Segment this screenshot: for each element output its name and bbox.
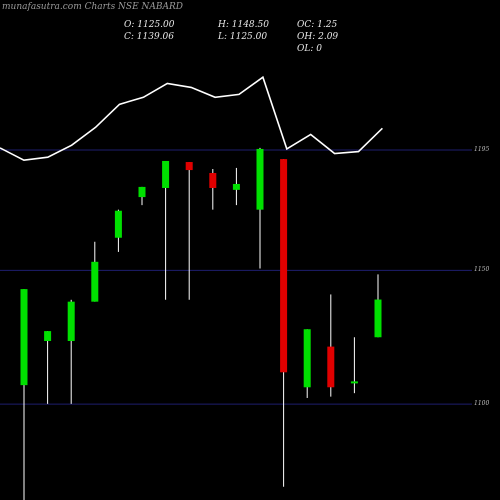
candle-body-14 xyxy=(327,346,335,388)
candle-body-6 xyxy=(138,186,146,198)
low-value: L: 1125.00 xyxy=(218,32,268,42)
high-value: H: 1148.50 xyxy=(218,20,269,30)
y-tick-label-1195: 1195 xyxy=(474,146,490,153)
ol-value: OL: 0 xyxy=(297,44,322,54)
candle-body-3 xyxy=(67,301,75,341)
open-value: O: 1125.00 xyxy=(124,20,175,30)
ohlc-column-1: O: 1125.00 C: 1139.06 xyxy=(124,19,175,43)
candle-body-9 xyxy=(209,173,217,188)
candle-body-5 xyxy=(114,210,122,238)
ohlc-column-3: OC: 1.25 OH: 2.09 OL: 0 xyxy=(297,19,338,55)
ohlc-column-2: H: 1148.50 L: 1125.00 xyxy=(218,19,269,43)
oc-value: OC: 1.25 xyxy=(297,20,338,30)
candle-body-11 xyxy=(256,148,264,210)
candle-body-12 xyxy=(280,159,288,373)
candle-body-7 xyxy=(162,160,170,188)
candle-body-15 xyxy=(350,381,358,384)
overlay-line xyxy=(0,75,383,162)
candle-body-10 xyxy=(232,183,240,190)
candle-body-16 xyxy=(374,299,382,338)
y-tick-label-1100: 1100 xyxy=(474,400,490,408)
watermark: munafasutra.com Charts NSE NABARD xyxy=(2,2,184,12)
candle-body-8 xyxy=(185,162,193,171)
candle-body-13 xyxy=(303,329,311,388)
close-value: C: 1139.06 xyxy=(124,32,174,42)
candle-body-1 xyxy=(20,289,28,386)
candle-body-2 xyxy=(44,331,52,341)
candle-body-4 xyxy=(91,261,99,302)
y-tick-label-1150: 1150 xyxy=(474,266,490,274)
oh-value: OH: 2.09 xyxy=(297,32,339,42)
